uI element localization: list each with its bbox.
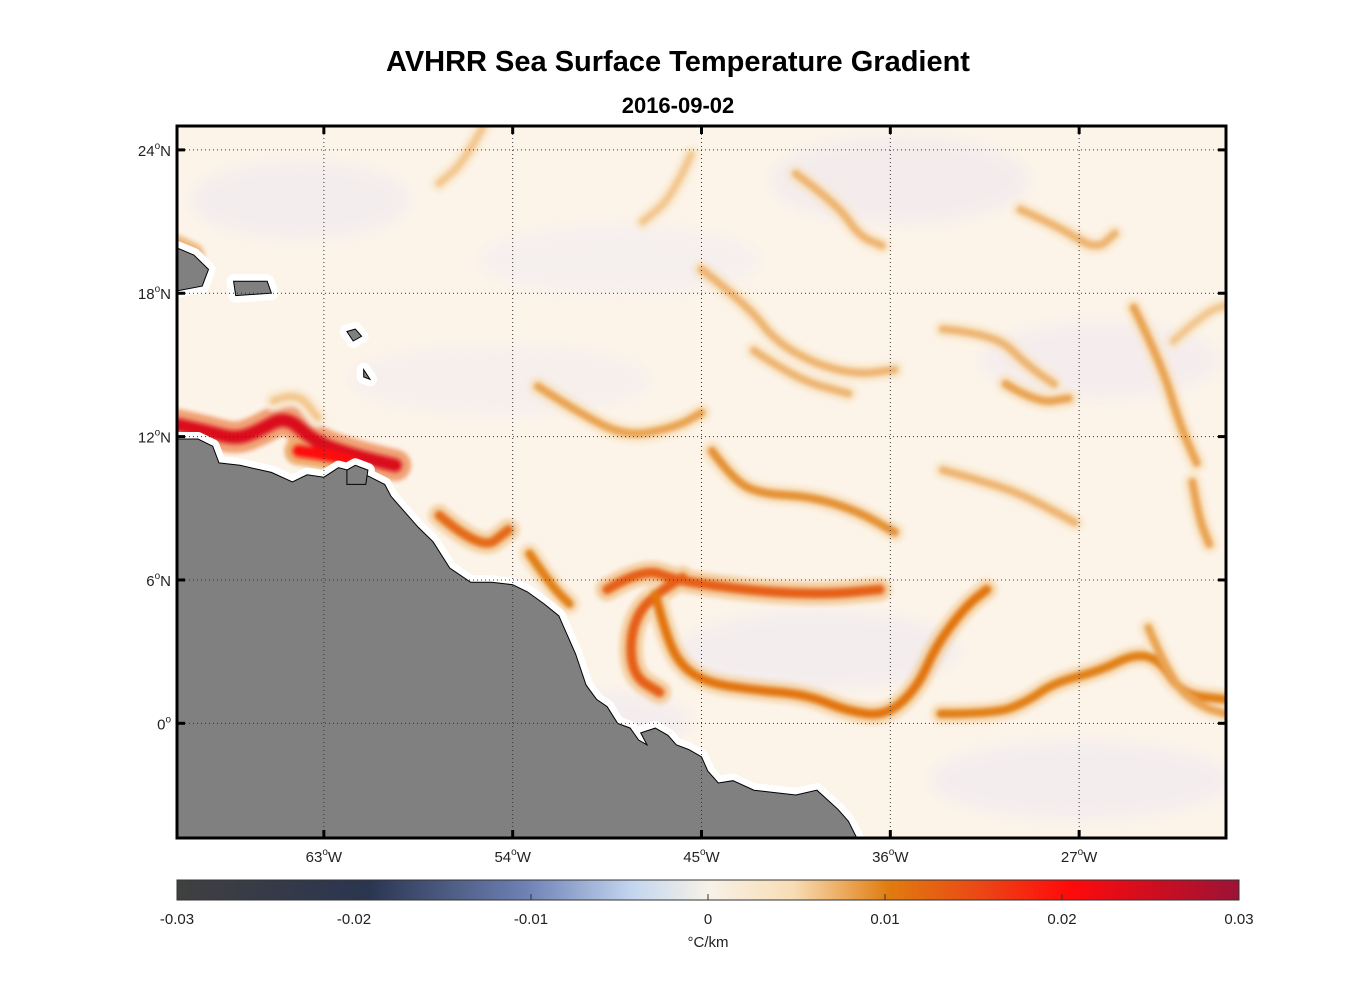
sst-front <box>269 392 322 422</box>
sst-front <box>177 413 402 472</box>
land-layer <box>177 240 864 838</box>
sst-front <box>650 584 992 719</box>
gradient-fronts <box>177 126 1226 719</box>
sst-front <box>638 150 695 226</box>
sst-front <box>435 126 488 188</box>
colorbar-tick-label: -0.03 <box>160 911 194 928</box>
colorbar-tick-label: 0.02 <box>1047 911 1076 928</box>
tick-label: 45oW <box>683 847 720 866</box>
map-ticks: 24oN 18oN 12oN 6oN 0o 63oW 54oW 45oW 36oW 27oW <box>138 126 1226 866</box>
sst-front <box>749 346 853 398</box>
sst-front <box>938 466 1079 527</box>
map-date: 2016-09-02 <box>621 93 735 118</box>
sst-front <box>1016 205 1119 250</box>
martinique-land <box>363 368 372 381</box>
sst-front <box>1129 303 1201 468</box>
colorbar-unit-label: °C/km <box>688 934 729 951</box>
sst-front <box>697 265 899 377</box>
tick-label: 54oW <box>494 847 531 866</box>
map-area <box>177 126 1226 838</box>
tick-label: 12oN <box>138 428 171 447</box>
graticule <box>177 126 1226 838</box>
sst-front <box>602 567 885 599</box>
sst-front <box>1188 477 1214 549</box>
tick-label: 0o <box>157 714 171 733</box>
trinidad-land <box>346 464 369 485</box>
map-title: AVHRR Sea Surface Temperature Gradient <box>386 46 970 78</box>
hispaniola-land <box>177 247 210 292</box>
tick-label: 63oW <box>306 847 343 866</box>
tick-label: 27oW <box>1061 847 1098 866</box>
south-america-land <box>177 438 858 838</box>
tick-label: 6oN <box>146 571 171 590</box>
sst-front <box>292 444 362 469</box>
sst-front <box>791 169 886 250</box>
colorbar-tick-label: -0.01 <box>514 911 548 928</box>
tick-label: 18oN <box>138 284 171 303</box>
sst-front <box>525 549 574 609</box>
tick-label: 24oN <box>138 141 171 160</box>
sst-front <box>707 446 899 537</box>
sst-front <box>1001 379 1073 406</box>
guadeloupe-land <box>346 328 363 342</box>
colorbar-tick-label: 0 <box>704 911 712 928</box>
colorbar-ticks: -0.03 -0.02 -0.01 0 0.01 0.02 0.03 <box>160 894 1254 928</box>
sst-front <box>938 325 1059 389</box>
colorbar-tick-label: 0.01 <box>870 911 899 928</box>
colorbar-tick-label: -0.02 <box>337 911 371 928</box>
tick-label: 36oW <box>872 847 909 866</box>
colorbar: -0.03 -0.02 -0.01 0 0.01 0.02 0.03 °C/km <box>160 879 1254 951</box>
sst-front <box>1169 301 1226 345</box>
sst-front <box>1144 623 1226 718</box>
sst-front <box>533 382 706 438</box>
puerto-rico-land <box>233 280 273 297</box>
colorbar-tick-label: 0.03 <box>1224 911 1253 928</box>
sst-front <box>434 510 514 548</box>
